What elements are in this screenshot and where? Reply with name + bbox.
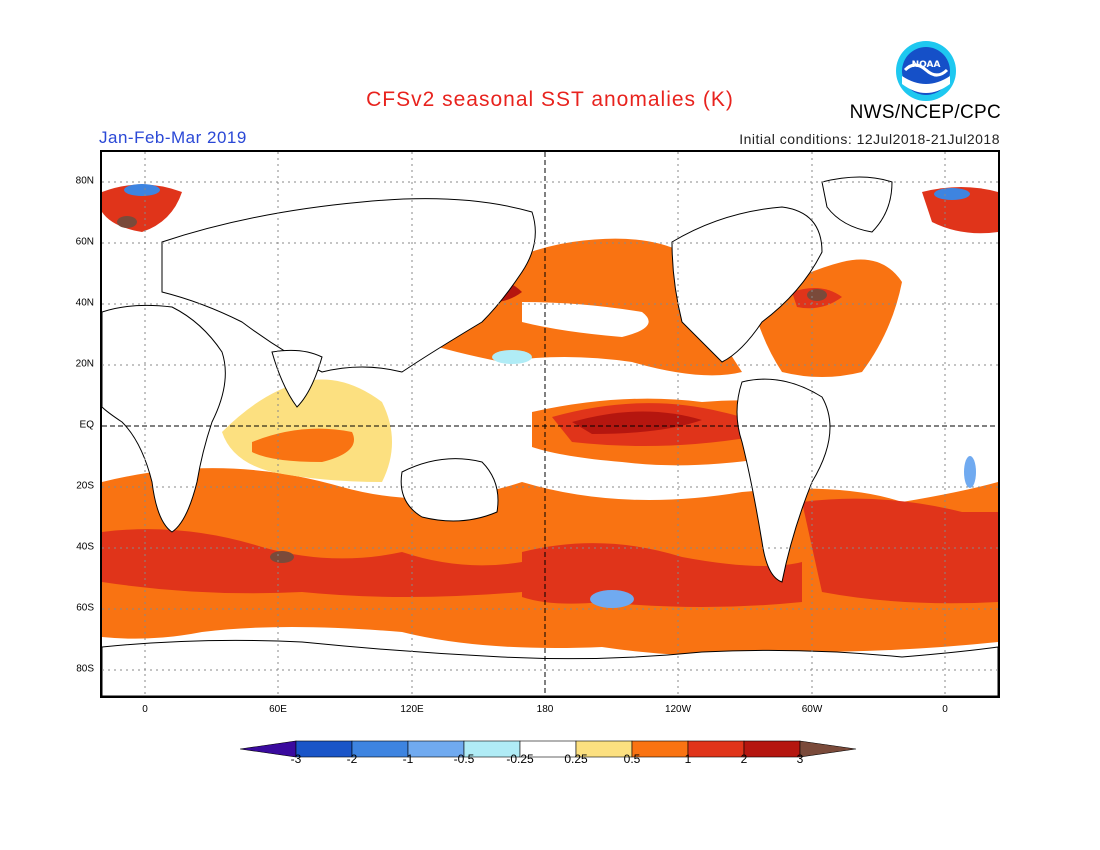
logo-text: NOAA (912, 60, 941, 70)
lat-label-20s: 20S (76, 480, 94, 492)
colorbar-tick: -1 (402, 752, 414, 766)
colorbar (240, 740, 857, 758)
colorbar-tick: -0.25 (506, 752, 534, 766)
colorbar-segment (351, 740, 409, 758)
reference-lines (102, 152, 998, 696)
sst-anomaly-map (100, 150, 1000, 698)
initial-conditions: Initial conditions: 12Jul2018-21Jul2018 (739, 131, 1000, 147)
colorbar-tick: 0.5 (623, 752, 641, 766)
lon-label-60w: 60W (801, 704, 823, 715)
lon-label-120e: 120E (400, 704, 424, 715)
graticule (102, 152, 998, 696)
lon-label-0-east: 0 (942, 704, 948, 715)
colorbar-min-arrow (240, 740, 297, 758)
colorbar-tick: 0.25 (564, 752, 588, 766)
lat-label-20n: 20N (75, 358, 94, 370)
noaa-logo-icon: NOAA (896, 41, 956, 101)
lon-label-0-west: 0 (142, 704, 148, 715)
colorbar-tick: -0.5 (453, 752, 475, 766)
lat-label-40s: 40S (76, 541, 94, 553)
colorbar-segment (743, 740, 801, 758)
colorbar-tick: 1 (684, 752, 692, 766)
map-title: CFSv2 seasonal SST anomalies (K) (366, 88, 734, 111)
colorbar-tick: -2 (346, 752, 358, 766)
colorbar-segment (295, 740, 353, 758)
map-canvas (102, 152, 998, 696)
lat-label-60n: 60N (75, 236, 94, 248)
continents (102, 176, 998, 696)
agency-label: NWS/NCEP/CPC (849, 102, 1001, 123)
colorbar-tick: 2 (740, 752, 748, 766)
forecast-period: Jan-Feb-Mar 2019 (99, 128, 247, 147)
lat-label-80n: 80N (75, 175, 94, 187)
colorbar-tick: 3 (796, 752, 804, 766)
colorbar-max-arrow (799, 740, 857, 758)
lon-label-60e: 60E (269, 704, 287, 715)
lat-label-40n: 40N (75, 297, 94, 309)
lat-label-eq: EQ (79, 419, 94, 431)
colorbar-tick: -3 (290, 752, 302, 766)
lat-label-60s: 60S (76, 602, 94, 614)
lon-label-120w: 120W (664, 704, 692, 715)
colorbar-segment (687, 740, 745, 758)
lon-label-180: 180 (536, 704, 554, 715)
lat-label-80s: 80S (76, 663, 94, 675)
